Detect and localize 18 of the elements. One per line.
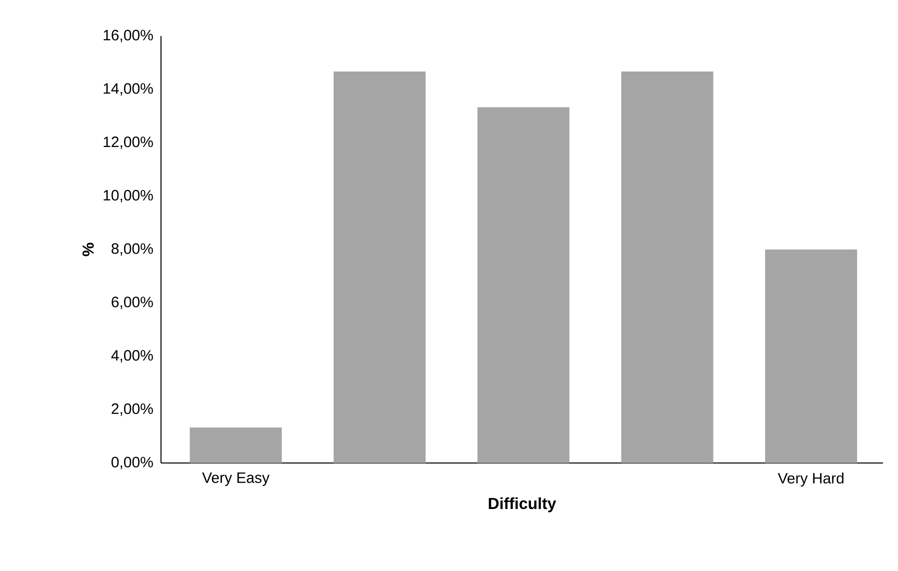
y-tick-label: 14,00% [104, 83, 153, 96]
x-tick-label: Very Easy [202, 472, 270, 486]
bar [765, 249, 858, 463]
bar [190, 428, 282, 463]
y-tick-label: 0,00% [112, 456, 153, 470]
y-axis-title: % [82, 242, 94, 256]
bar [334, 71, 426, 463]
bar [477, 107, 570, 463]
y-tick-label: 12,00% [104, 136, 153, 149]
x-tick-label: Very Hard [778, 472, 844, 487]
bar [621, 71, 714, 463]
y-tick-label: 16,00% [104, 30, 153, 42]
y-tick-label: 6,00% [112, 296, 153, 310]
y-tick-label: 10,00% [104, 190, 153, 202]
x-axis-title: Difficulty [488, 497, 556, 512]
y-tick-label: 2,00% [112, 403, 153, 416]
y-tick-label: 8,00% [112, 243, 153, 256]
y-tick-label: 4,00% [111, 350, 153, 362]
